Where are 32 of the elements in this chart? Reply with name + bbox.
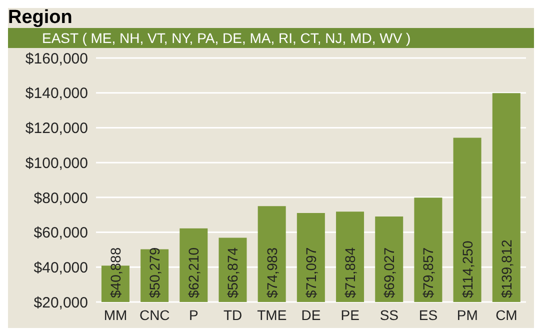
x-tick-label: MM xyxy=(104,306,128,323)
x-tick-label: CNC xyxy=(139,306,170,323)
y-tick-label: $80,000 xyxy=(34,190,88,207)
x-tick-label: PE xyxy=(340,306,360,323)
y-tick-label: $100,000 xyxy=(25,154,88,172)
y-tick-label: $120,000 xyxy=(25,120,88,138)
x-tick-label: CM xyxy=(496,306,518,323)
x-tick-label: ES xyxy=(418,306,438,323)
data-label: $50,279 xyxy=(146,247,163,298)
data-label: $114,250 xyxy=(459,240,476,298)
x-tick-label: DE xyxy=(301,306,321,323)
y-tick-label: $140,000 xyxy=(25,85,88,102)
data-label: $62,210 xyxy=(186,247,202,298)
x-tick-label: PM xyxy=(456,306,478,323)
data-label: $71,884 xyxy=(342,247,358,298)
x-tick-label: TME xyxy=(257,306,287,323)
y-tick-label: $160,000 xyxy=(25,50,88,68)
data-label: $56,874 xyxy=(224,247,241,298)
y-tick-label: $60,000 xyxy=(34,224,88,242)
chart-title: Region xyxy=(8,7,74,28)
x-tick-label: SS xyxy=(380,306,399,323)
data-label: $74,983 xyxy=(264,247,280,298)
data-label: $71,097 xyxy=(302,247,319,298)
data-label: $139,812 xyxy=(498,239,514,298)
x-tick-label: TD xyxy=(223,306,242,323)
data-label: $40,888 xyxy=(107,247,124,298)
chart-subtitle: EAST ( ME, NH, VT, NY, PA, DE, MA, RI, CT, NJ, MD, WV ) xyxy=(8,28,534,48)
data-label: $79,857 xyxy=(420,247,436,298)
y-tick-label: $40,000 xyxy=(34,259,88,276)
y-tick-label: $20,000 xyxy=(34,294,88,312)
data-label: $69,027 xyxy=(381,247,398,298)
x-tick-label: P xyxy=(189,306,198,323)
